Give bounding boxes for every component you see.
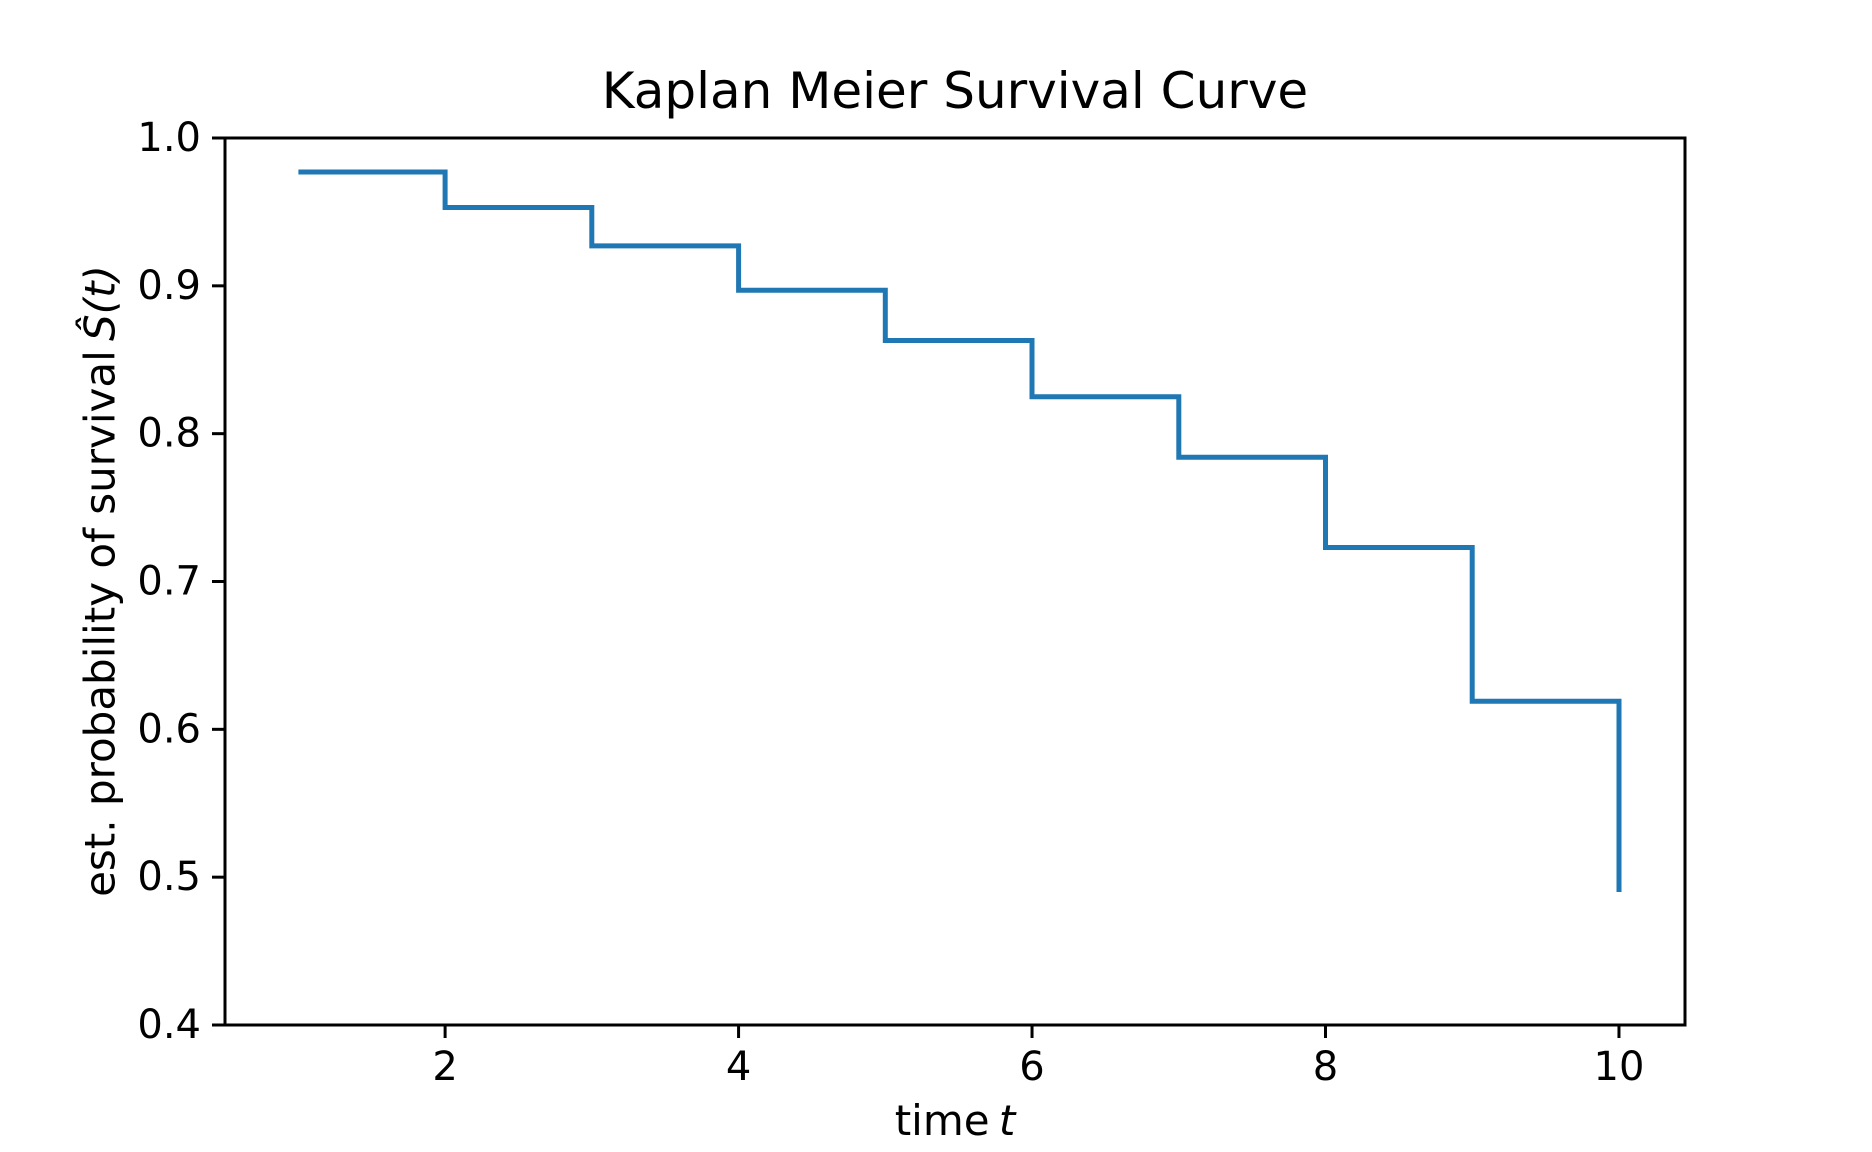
x-axis-label: time t (225, 1096, 1685, 1145)
y-axis-label-math: Ŝ(t) (75, 265, 125, 341)
y-tick-label: 0.9 (137, 263, 201, 309)
x-tick-label: 4 (726, 1044, 751, 1090)
y-tick-label: 0.5 (137, 854, 201, 900)
x-axis-label-text: time (894, 1096, 990, 1145)
x-tick-label: 8 (1313, 1044, 1338, 1090)
x-tick-label: 10 (1594, 1044, 1645, 1090)
y-tick-label: 0.7 (137, 559, 201, 605)
y-tick-label: 0.4 (137, 1002, 201, 1048)
chart-title: Kaplan Meier Survival Curve (601, 62, 1309, 120)
x-tick-label: 2 (432, 1044, 457, 1090)
axes-spines (223, 136, 1687, 1027)
y-axis-label: est. probability of survival Ŝ(t) (76, 265, 125, 897)
y-tick-label: 1.0 (137, 115, 201, 161)
x-axis-label-math: t (998, 1096, 1016, 1145)
survival-step-curve (298, 169, 1622, 892)
y-axis-label-text: est. probability of survival (75, 350, 125, 897)
y-tick-label: 0.6 (137, 706, 201, 752)
x-tick-label: 6 (1019, 1044, 1044, 1090)
y-tick-label: 0.8 (137, 411, 201, 457)
